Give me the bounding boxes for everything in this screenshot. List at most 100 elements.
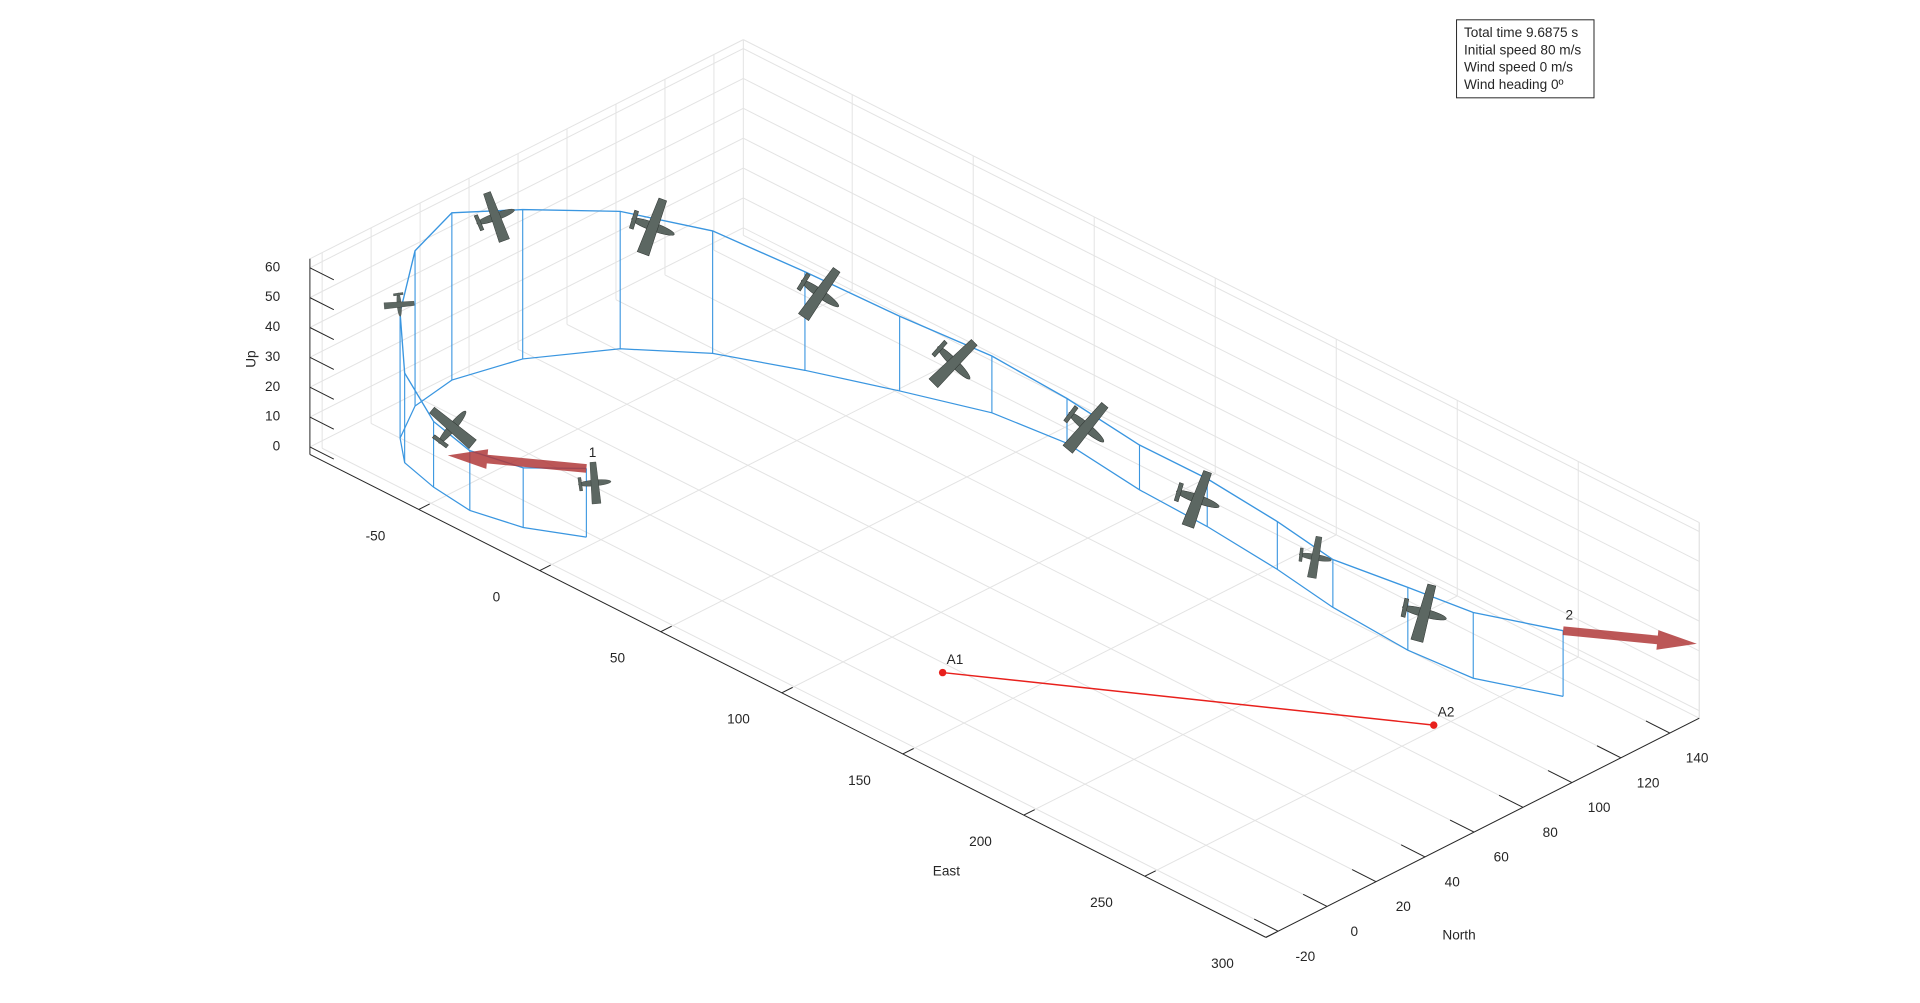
grid-line [309, 107, 744, 328]
z-tick [309, 297, 335, 311]
y-tick [1302, 893, 1328, 907]
y-axis-line [1265, 717, 1700, 938]
x-tick-label: 100 [727, 712, 750, 727]
x-axis-line [309, 454, 1267, 938]
z-tick-label: 20 [265, 379, 281, 394]
grid-line [743, 227, 1700, 712]
z-tick-label: 60 [265, 259, 281, 274]
z-tick [309, 416, 335, 430]
grid-line [743, 197, 1700, 682]
grid-line [566, 323, 1524, 808]
arrow [1562, 626, 1697, 650]
y-tick [1351, 869, 1377, 883]
arrow [447, 449, 587, 473]
y-tick-label: 120 [1637, 775, 1660, 790]
aircraft [382, 291, 416, 318]
grid-line [1144, 656, 1579, 877]
grid-line [309, 167, 744, 388]
z-tick-label: 10 [265, 409, 281, 424]
data-layer [399, 208, 1697, 729]
point-label: A1 [947, 652, 964, 667]
x-tick [539, 564, 551, 572]
info-line: Wind speed 0 m/s [1464, 60, 1573, 75]
grid-line [781, 473, 1216, 694]
x-tick [1265, 931, 1277, 938]
y-tick [1596, 745, 1622, 759]
aircraft [467, 185, 524, 248]
grid-line [615, 299, 1573, 784]
x-axis-label: East [933, 863, 960, 878]
aircraft [621, 191, 685, 262]
grid-layer [309, 39, 1700, 938]
z-tick-label: 40 [265, 319, 281, 334]
info-box-frame [1456, 19, 1595, 99]
y-tick-label: 80 [1543, 825, 1559, 840]
box-edge [743, 234, 1700, 719]
grid-line [309, 48, 744, 269]
box-edge [309, 39, 744, 260]
aircraft [917, 326, 991, 400]
x-tick [902, 748, 914, 755]
grid-line [743, 107, 1700, 592]
grid-line [713, 249, 1671, 734]
x-tick [1023, 809, 1035, 816]
segment-line [942, 671, 1434, 726]
x-tick [781, 686, 793, 694]
grid-line [309, 78, 744, 299]
y-tick-label: 20 [1396, 899, 1412, 914]
z-tick [309, 356, 335, 370]
x-tick [660, 625, 672, 633]
y-tick-label: 40 [1445, 874, 1461, 889]
grid-line [468, 373, 1426, 858]
y-tick [1400, 844, 1426, 858]
point-label: A2 [1438, 704, 1455, 719]
info-line: Total time 9.6875 s [1464, 25, 1578, 40]
y-tick [1498, 794, 1524, 808]
grid-line [902, 534, 1337, 755]
y-axis-label: North [1442, 928, 1475, 943]
grid-line [419, 398, 1377, 883]
y-tick [1547, 770, 1573, 784]
grid-line [370, 423, 1328, 907]
grid-line [660, 412, 1095, 633]
grid-line [321, 447, 1279, 932]
y-tick-label: 140 [1686, 751, 1709, 766]
grid-line [539, 350, 974, 572]
info-box: Total time 9.6875 s Initial speed 80 m/s… [1456, 19, 1595, 99]
grid-line [743, 167, 1700, 652]
z-axis-label: Up [243, 350, 258, 367]
point [1430, 721, 1438, 729]
x-tick [1144, 870, 1156, 877]
grid-line [418, 289, 853, 510]
trajectory-line [399, 208, 1564, 632]
info-line: Wind heading 0º [1464, 77, 1564, 92]
grid-line [1023, 595, 1458, 816]
x-tick-label: 50 [610, 651, 626, 666]
x-tick-label: 0 [493, 589, 501, 604]
y-tick [1645, 720, 1671, 734]
y-tick-label: 0 [1351, 924, 1359, 939]
grid-line [743, 137, 1700, 622]
y-tick-label: 100 [1588, 800, 1611, 815]
z-tick-label: 0 [273, 439, 281, 454]
grid-line [309, 197, 744, 418]
z-tick [309, 267, 335, 281]
z-tick-label: 50 [265, 289, 281, 304]
x-tick-label: 200 [969, 834, 992, 849]
y-tick [1253, 918, 1279, 932]
point [938, 668, 947, 677]
x-tick [418, 503, 430, 510]
z-tick-label: 30 [265, 349, 281, 364]
x-tick-label: -50 [366, 528, 386, 543]
x-tick-label: 300 [1211, 956, 1234, 971]
arrow-label: 1 [589, 445, 597, 460]
box-edge [743, 39, 1700, 523]
z-tick [309, 446, 335, 460]
x-tick-label: 250 [1090, 895, 1113, 910]
info-line: Initial speed 80 m/s [1464, 42, 1581, 57]
grid-line [743, 48, 1700, 532]
y-tick [1449, 819, 1475, 833]
